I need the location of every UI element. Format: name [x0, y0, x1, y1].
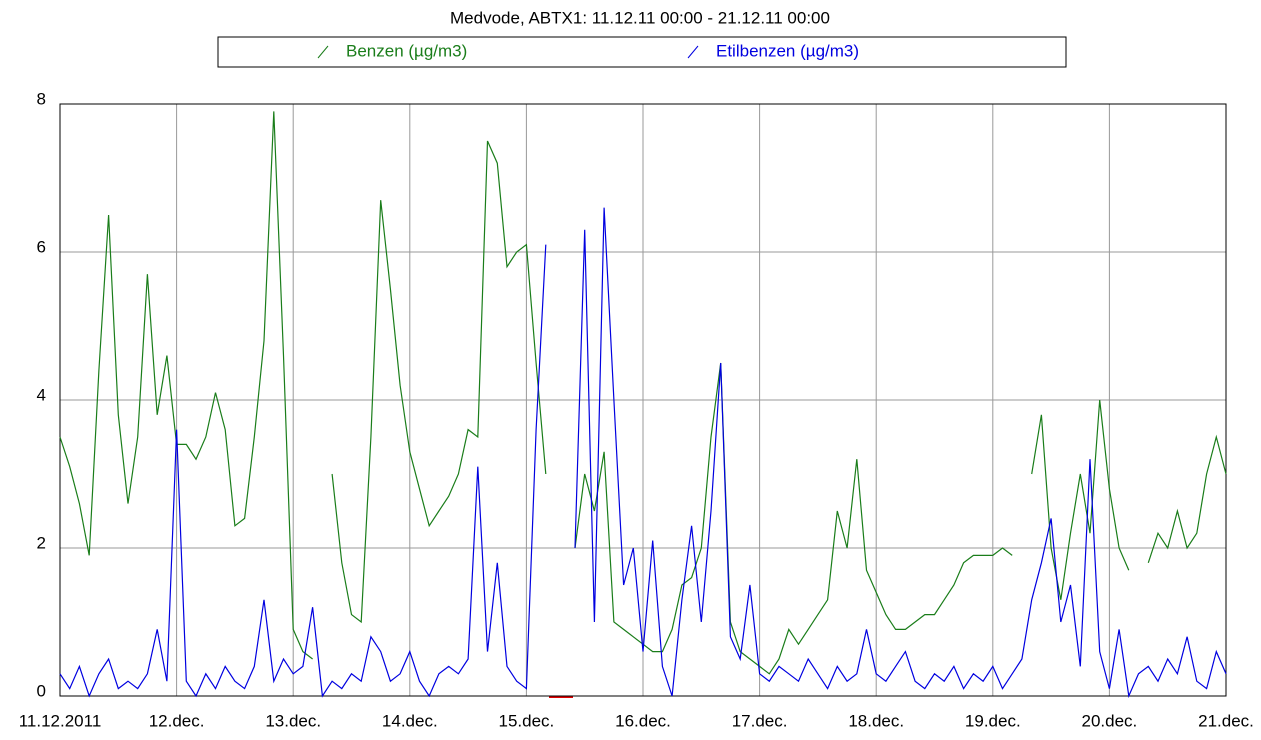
x-tick-label: 17.dec. [732, 711, 788, 730]
y-tick-label: 2 [37, 533, 46, 552]
x-tick-label: 21.dec. [1198, 711, 1254, 730]
x-tick-label: 11.12.2011 [19, 711, 102, 730]
legend-box [217, 36, 1067, 68]
x-tick-label: 14.dec. [382, 711, 438, 730]
legend-label: Benzen (µg/m3) [346, 41, 467, 60]
chart-title: Medvode, ABTX1: 11.12.11 00:00 - 21.12.1… [450, 8, 830, 27]
y-tick-label: 0 [37, 681, 46, 700]
legend-icon [317, 45, 329, 59]
plot-border [59, 103, 1227, 697]
x-tick-label: 19.dec. [965, 711, 1021, 730]
legend-icon [687, 45, 699, 59]
x-tick-label: 16.dec. [615, 711, 671, 730]
x-tick-label: 13.dec. [265, 711, 321, 730]
y-tick-label: 4 [37, 385, 46, 404]
y-tick-label: 8 [37, 89, 46, 108]
x-tick-label: 15.dec. [499, 711, 555, 730]
y-tick-label: 6 [37, 237, 46, 256]
series-line [59, 111, 1227, 675]
legend-label: Etilbenzen (µg/m3) [716, 41, 859, 60]
x-tick-label: 12.dec. [149, 711, 205, 730]
x-tick-label: 20.dec. [1082, 711, 1138, 730]
series-line [59, 207, 1227, 699]
x-tick-label: 18.dec. [848, 711, 904, 730]
